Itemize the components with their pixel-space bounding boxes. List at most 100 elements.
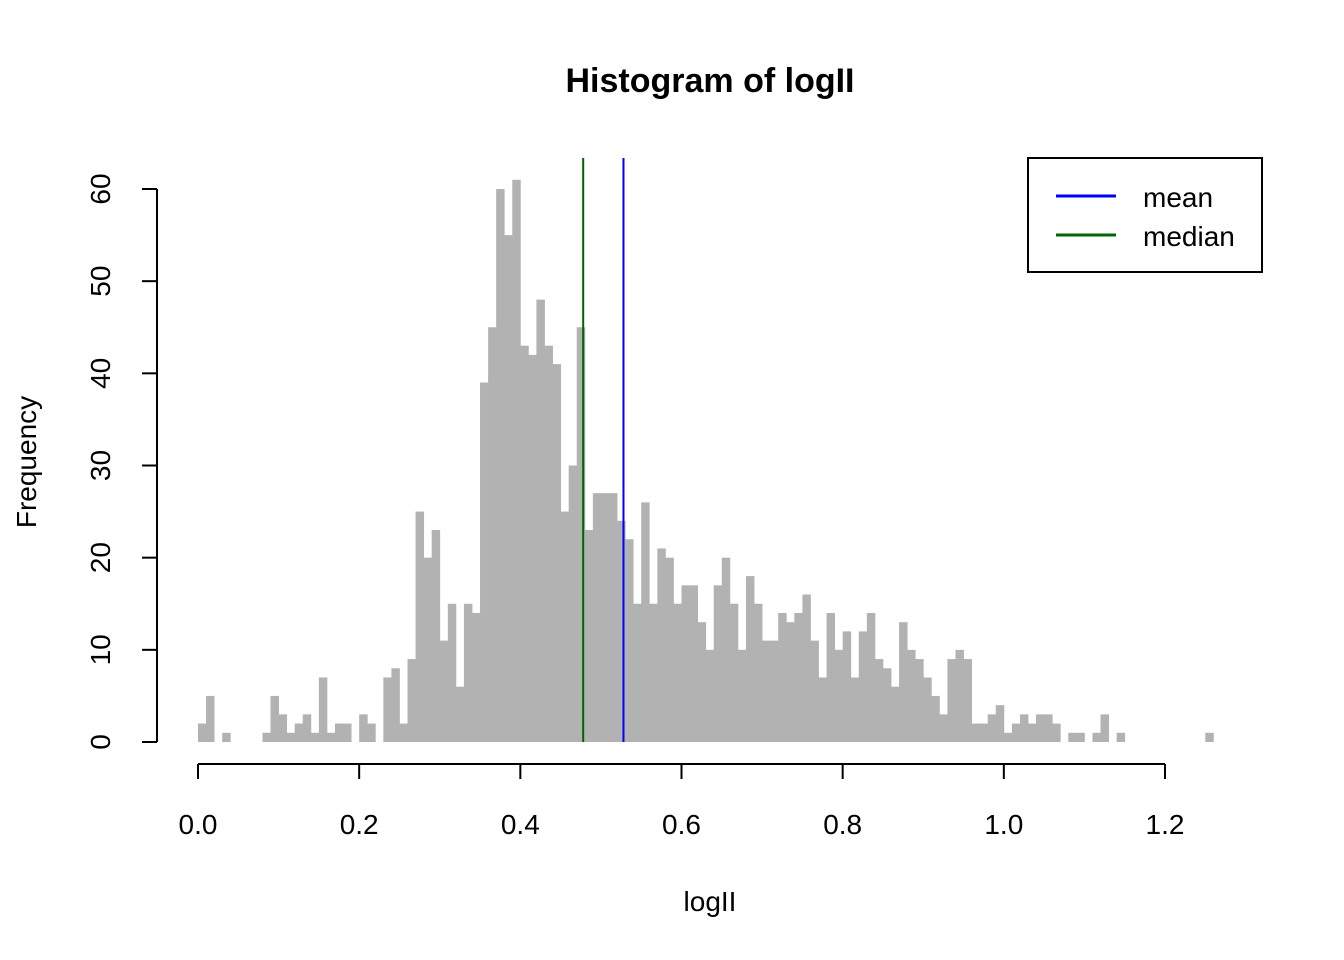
histogram-bar <box>367 723 376 742</box>
histogram-bar <box>334 723 344 742</box>
x-tick-label: 0.8 <box>823 809 862 840</box>
x-tick-label: 1.0 <box>984 809 1023 840</box>
histogram-bar <box>850 677 860 742</box>
histogram-bar <box>206 695 215 742</box>
histogram-bar <box>343 723 352 742</box>
x-axis: 0.0 0.2 0.4 0.6 0.8 1.0 1.2 <box>179 763 1184 840</box>
histogram-bar <box>1116 732 1126 742</box>
histogram-bar <box>415 511 425 742</box>
legend-label-mean: mean <box>1143 182 1213 213</box>
histogram-bar <box>649 603 658 742</box>
histogram-bar <box>971 723 981 742</box>
histogram-bar <box>1068 732 1077 742</box>
histogram-bar <box>286 732 296 742</box>
histogram-bar <box>536 299 545 742</box>
histogram-bar <box>552 364 562 742</box>
histogram-bar <box>488 327 497 742</box>
y-tick-label: 10 <box>85 634 116 665</box>
histogram-bar <box>383 677 392 742</box>
histogram-bar <box>770 640 779 742</box>
histogram-bar <box>713 585 723 742</box>
histogram-bar <box>874 659 884 742</box>
y-tick-label: 60 <box>85 173 116 204</box>
histogram-bar <box>391 668 400 742</box>
legend: mean median <box>1027 157 1263 273</box>
histogram-bar <box>544 345 553 742</box>
histogram-bar <box>447 603 457 742</box>
histogram-bar <box>423 557 433 742</box>
histogram-bar <box>939 714 948 742</box>
histogram-bar <box>802 594 811 742</box>
histogram-bar <box>471 612 481 742</box>
x-tick-label: 0.0 <box>179 809 218 840</box>
histogram-bar <box>1036 714 1045 742</box>
legend-box <box>1027 157 1263 273</box>
histogram-bar <box>641 502 650 742</box>
histogram-bar <box>697 622 707 742</box>
y-tick-label: 50 <box>85 266 116 297</box>
histogram-bar <box>754 603 763 742</box>
histogram-bar <box>504 235 513 742</box>
histogram-bar <box>858 631 868 742</box>
histogram-bar <box>326 732 336 742</box>
histogram-bar <box>407 659 416 742</box>
histogram-bar <box>270 695 279 742</box>
histogram-bar <box>439 640 449 742</box>
histogram-bar <box>617 520 626 742</box>
histogram-bar <box>496 189 505 742</box>
histogram-bar <box>681 585 690 742</box>
y-axis: 0 10 20 30 40 50 60 <box>85 173 158 750</box>
histogram-bar <box>310 732 320 742</box>
histogram-bar <box>1044 714 1053 742</box>
reference-lines <box>582 158 625 742</box>
histogram-bar <box>463 603 473 742</box>
histogram-bar <box>721 557 731 742</box>
histogram-bar <box>302 714 312 742</box>
histogram-bar <box>907 649 916 742</box>
histogram-bar <box>1003 732 1013 742</box>
histogram-bar <box>689 585 699 742</box>
x-tick-label: 0.4 <box>501 809 540 840</box>
histogram-bar <box>891 686 900 742</box>
histogram-bar <box>1100 714 1109 742</box>
histogram-bar <box>882 668 892 742</box>
legend-label-median: median <box>1143 221 1235 252</box>
histogram-bar <box>520 345 529 742</box>
histogram-bar <box>810 640 819 742</box>
x-tick-label: 0.6 <box>662 809 701 840</box>
histogram-bar <box>947 659 956 742</box>
histogram-bar <box>866 612 876 742</box>
histogram-bar <box>923 677 932 742</box>
histogram-bar <box>608 493 618 742</box>
histogram-bar <box>294 723 304 742</box>
histogram-bar <box>794 612 803 742</box>
histogram-bar <box>963 659 972 742</box>
histogram-bar <box>560 511 570 742</box>
histogram-bar <box>987 714 997 742</box>
histogram-bar <box>1092 732 1101 742</box>
histogram-bar <box>512 179 521 742</box>
histogram-bar <box>318 677 328 742</box>
histogram-bar <box>262 732 271 742</box>
histogram-bar <box>673 603 682 742</box>
histogram-bar <box>1052 723 1061 742</box>
x-axis-label: logII <box>684 886 737 917</box>
histogram-bar <box>584 530 594 742</box>
chart-title: Histogram of logII <box>566 62 855 100</box>
histogram-bar <box>826 612 836 742</box>
histogram-bars <box>198 179 1214 742</box>
histogram-bar <box>576 327 586 742</box>
histogram-bar <box>222 732 231 742</box>
histogram-bar <box>480 382 489 742</box>
histogram-bar <box>995 705 1005 742</box>
histogram-bar <box>818 677 827 742</box>
histogram-bar <box>786 622 795 742</box>
y-tick-label: 30 <box>85 450 116 481</box>
y-tick-label: 40 <box>85 358 116 389</box>
histogram-bar <box>915 659 924 742</box>
y-axis-label: Frequency <box>11 396 42 528</box>
histogram-bar <box>278 714 288 742</box>
histogram-bar <box>399 723 408 742</box>
histogram-bar <box>198 723 207 742</box>
